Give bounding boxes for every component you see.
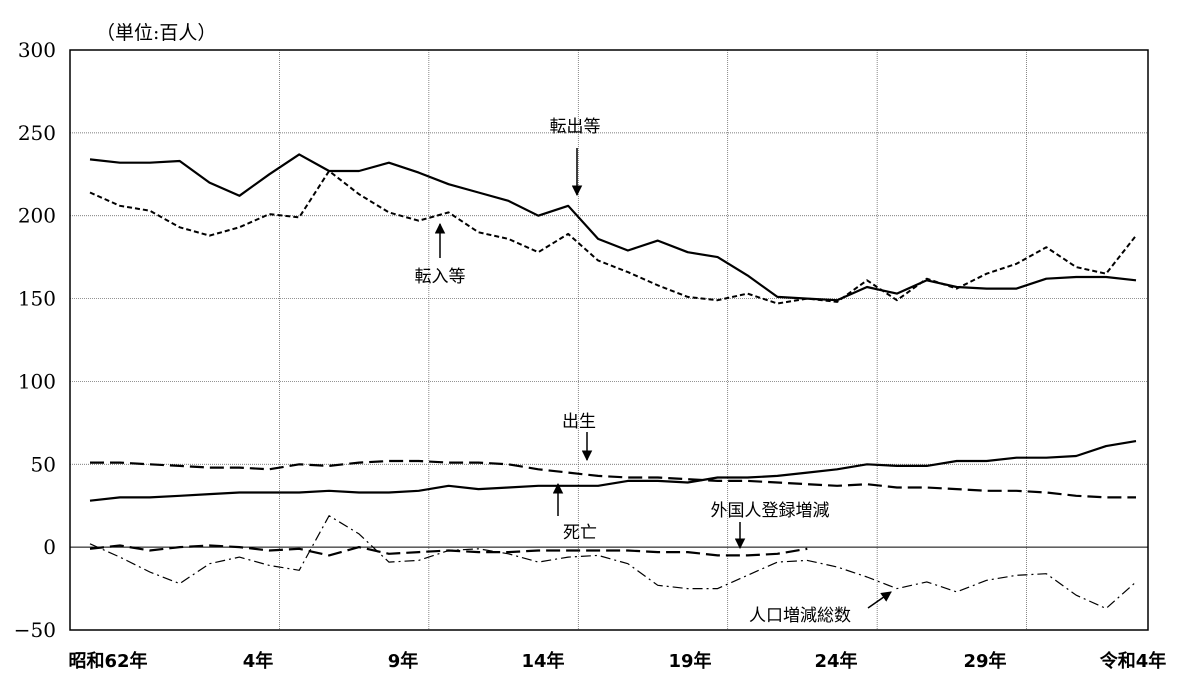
x-tick-label: 29年 bbox=[963, 650, 1006, 672]
x-tick-label: 24年 bbox=[814, 650, 857, 672]
y-tick-label: 150 bbox=[18, 287, 56, 311]
annotation-label: 死亡 bbox=[563, 523, 597, 543]
x-tick-label: 9年 bbox=[388, 650, 419, 672]
series-line-5 bbox=[89, 515, 1137, 610]
x-tick-label: 4年 bbox=[243, 650, 274, 672]
series-line-2 bbox=[89, 440, 1137, 502]
y-tick-label: 50 bbox=[31, 452, 56, 476]
series-line-1 bbox=[89, 170, 1137, 305]
series-lines bbox=[89, 153, 1137, 610]
annotation-label: 人口増減総数 bbox=[749, 606, 851, 626]
annotation-label: 転出等 bbox=[550, 117, 601, 137]
y-tick-label: 250 bbox=[18, 121, 56, 145]
series-line-3 bbox=[90, 459, 1136, 499]
tick-labels: 300 250 200 150 100 50 0 −50 昭和62年 4年 9年 14年 19年 24年 2… bbox=[14, 38, 1166, 672]
annotation-arrow bbox=[867, 591, 892, 609]
gridlines bbox=[70, 50, 1148, 630]
series-line-0 bbox=[89, 153, 1137, 302]
annotation-label: 外国人登録増減 bbox=[711, 501, 830, 521]
y-tick-label: −50 bbox=[14, 618, 56, 642]
plot-frame bbox=[69, 49, 1149, 631]
x-tick-label: 令和4年 bbox=[1099, 650, 1167, 672]
x-tick-label: 昭和62年 bbox=[68, 650, 147, 672]
x-tick-label: 14年 bbox=[521, 650, 564, 672]
y-tick-label: 200 bbox=[18, 204, 56, 228]
y-tick-label: 300 bbox=[18, 38, 56, 62]
y-tick-label: 100 bbox=[18, 369, 56, 393]
annotation-label: 転入等 bbox=[415, 267, 466, 287]
y-tick-label: 0 bbox=[43, 535, 56, 559]
axes bbox=[69, 49, 1149, 631]
annotation-label: 出生 bbox=[562, 412, 596, 432]
unit-label: （単位:百人） bbox=[96, 22, 217, 44]
x-tick-label: 19年 bbox=[668, 650, 711, 672]
